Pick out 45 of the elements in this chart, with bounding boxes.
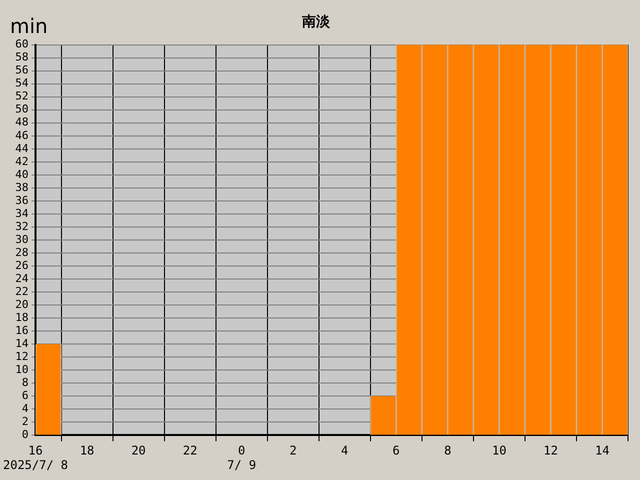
y-tick-label: 4 — [22, 402, 29, 416]
y-tick-label: 12 — [15, 350, 29, 363]
x-tick-label: 4 — [341, 444, 348, 458]
y-tick-label: 52 — [15, 90, 29, 103]
y-tick-label: 50 — [15, 102, 29, 116]
y-tick-label: 18 — [15, 310, 29, 324]
y-tick-label: 36 — [15, 194, 29, 207]
y-tick-label: 8 — [22, 376, 29, 390]
y-tick-label: 42 — [15, 154, 29, 168]
x-tick-label: 20 — [131, 444, 146, 458]
chart-title: 南淡 — [301, 14, 331, 30]
y-tick-label: 38 — [15, 180, 29, 194]
y-tick-label: 24 — [15, 272, 29, 285]
x-tick-label: 6 — [392, 444, 400, 458]
x-tick-label: 12 — [543, 444, 558, 458]
x-tick-label: 0 7/ 9 — [227, 444, 256, 472]
x-tick-label: 8 — [444, 444, 452, 458]
y-tick-label: 26 — [15, 258, 29, 272]
y-tick-label: 56 — [15, 64, 29, 77]
x-tick-label: 14 — [595, 444, 610, 458]
y-tick-label: 58 — [15, 50, 29, 64]
y-tick-label: 22 — [15, 284, 29, 298]
y-tick-label: 46 — [15, 128, 29, 142]
y-tick-label: 20 — [15, 298, 29, 311]
y-tick-label: 34 — [15, 206, 29, 220]
y-tick-label: 54 — [15, 76, 29, 90]
y-tick-label: 2 — [22, 415, 29, 428]
y-tick-label: 0 — [22, 428, 29, 442]
y-tick-label: 60 — [15, 38, 29, 51]
y-tick-label: 28 — [15, 246, 29, 259]
y-tick-label: 16 — [15, 324, 29, 337]
y-tick-label: 6 — [22, 389, 29, 402]
x-tick-label: 16 2025/7/ 8 — [2, 444, 68, 472]
x-tick-label: 10 — [492, 444, 506, 458]
x-tick-label: 18 — [80, 444, 94, 458]
y-tick-label: 30 — [15, 232, 29, 246]
y-tick-label: 48 — [15, 116, 29, 129]
x-tick-label: 2 — [290, 444, 297, 458]
y-tick-label: 10 — [15, 362, 29, 376]
y-tick-label: 14 — [15, 336, 29, 350]
y-tick-label: 32 — [15, 220, 29, 233]
y-tick-label: 40 — [15, 168, 29, 181]
y-axis-title: min — [10, 14, 48, 38]
x-tick-label: 22 — [182, 444, 198, 458]
y-tick-label: 44 — [15, 142, 29, 155]
